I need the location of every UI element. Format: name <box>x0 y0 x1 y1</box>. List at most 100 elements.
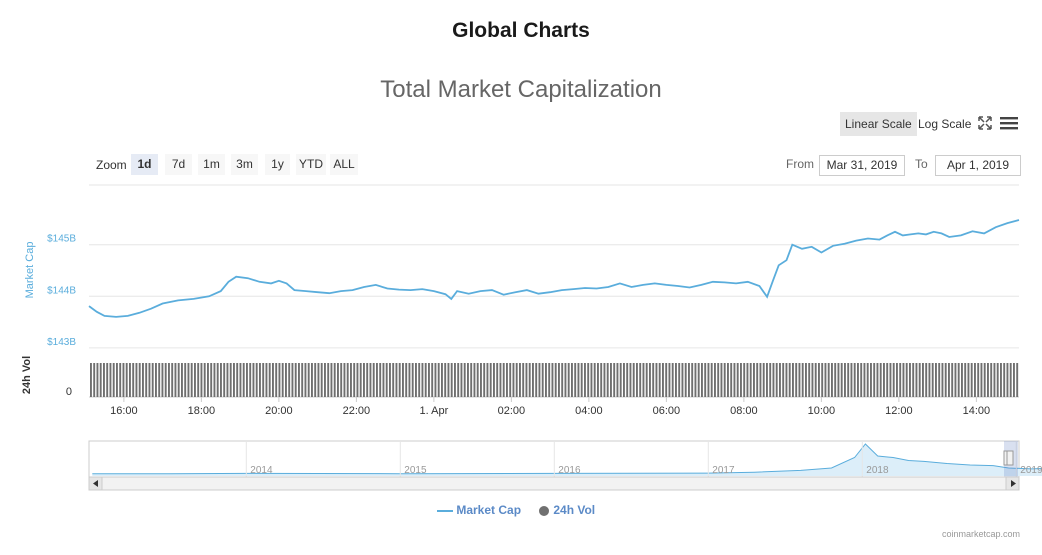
navigator-line <box>92 443 1042 475</box>
zoom-ytd-button[interactable]: YTD <box>296 154 326 175</box>
volume-bar <box>213 363 216 397</box>
volume-bar <box>834 363 837 397</box>
volume-bar <box>437 363 440 397</box>
volume-bar <box>395 363 398 397</box>
page-title: Global Charts <box>452 19 590 42</box>
from-label: From <box>786 157 814 171</box>
volume-bar <box>493 363 495 397</box>
volume-bar <box>954 363 957 397</box>
to-label: To <box>915 157 928 171</box>
navigator[interactable]: 2014 2015 2016 2017 2018 2019 <box>88 440 1042 491</box>
volume-bar <box>818 363 820 397</box>
volume-bar <box>564 363 567 397</box>
volume-bar <box>298 363 300 397</box>
volume-bar <box>483 363 486 397</box>
volume-bar <box>119 363 122 397</box>
volume-bar <box>112 363 115 397</box>
volume-bar <box>194 363 196 397</box>
volume-bar <box>723 363 726 397</box>
volume-bar <box>281 363 284 397</box>
navigator-year-label: 2016 <box>558 465 581 476</box>
volume-bar <box>385 363 388 397</box>
credits[interactable]: coinmarketcap.com <box>941 529 1020 539</box>
volume-bar <box>675 363 677 397</box>
volume-bar <box>363 363 365 397</box>
volume-bar <box>90 363 92 397</box>
volume-bar <box>779 363 781 397</box>
volume-bar <box>844 363 846 397</box>
volume-bar <box>294 363 297 397</box>
linear-scale-button[interactable]: Linear Scale <box>840 112 917 136</box>
volume-bar <box>252 363 255 397</box>
expand-icon[interactable] <box>977 115 993 131</box>
volume-bar <box>528 363 531 397</box>
zoom-1d-button[interactable]: 1d <box>131 154 158 175</box>
navigator-scrollbar-track[interactable] <box>88 476 1020 491</box>
volume-bar <box>548 363 551 397</box>
to-date-input[interactable]: Apr 1, 2019 <box>935 155 1021 176</box>
volume-bar <box>372 363 375 397</box>
zoom-7d-button[interactable]: 7d <box>165 154 192 175</box>
volume-bar <box>272 363 274 397</box>
log-scale-button[interactable]: Log Scale <box>918 117 972 131</box>
volume-bar <box>915 363 918 397</box>
volume-bar <box>129 363 131 397</box>
volume-bar <box>805 363 807 397</box>
y-axis-title: Market Cap <box>24 242 36 299</box>
volume-bar <box>486 363 489 397</box>
y-axis-ticks: $143B $144B $145B <box>47 234 76 348</box>
market-cap-series <box>88 219 1020 318</box>
volume-axis-title: 24h Vol <box>21 356 33 394</box>
volume-bar <box>158 363 161 397</box>
volume-bar <box>171 363 174 397</box>
menu-icon[interactable] <box>1000 115 1018 131</box>
zoom-1m-button[interactable]: 1m <box>198 154 225 175</box>
zoom-1y-button[interactable]: 1y <box>265 154 290 175</box>
volume-bar <box>967 363 970 397</box>
legend-market-cap[interactable]: Market Cap <box>437 503 521 517</box>
volume-bar <box>538 363 541 397</box>
volume-bar <box>330 363 333 397</box>
volume-axis-zero-label: 0 <box>66 386 72 398</box>
volume-bar <box>944 363 947 397</box>
zoom-3m-button[interactable]: 3m <box>231 154 258 175</box>
x-axis-ticks: 16:00 18:00 20:00 22:00 1. Apr 02:00 04:00 06:0… <box>110 397 990 417</box>
volume-bar <box>99 363 102 397</box>
x-tick-label: 12:00 <box>885 405 913 417</box>
x-tick-label: 10:00 <box>808 405 836 417</box>
volume-bar <box>1000 363 1002 397</box>
volume-bar <box>161 363 164 397</box>
volume-bar <box>684 363 687 397</box>
volume-bar <box>980 363 983 397</box>
volume-bar <box>629 363 632 397</box>
volume-bar <box>467 363 469 397</box>
navigator-year-label: 2018 <box>866 465 889 476</box>
volume-bar <box>645 363 648 397</box>
volume-bar <box>733 363 736 397</box>
volume-bar <box>961 363 963 397</box>
legend-24h-vol[interactable]: 24h Vol <box>538 503 595 517</box>
zoom-label: Zoom <box>96 158 127 172</box>
volume-bar <box>886 363 889 397</box>
volume-bar <box>688 363 690 397</box>
volume-bar <box>983 363 986 397</box>
volume-bar <box>210 363 213 397</box>
volume-bar <box>905 363 908 397</box>
zoom-all-button[interactable]: ALL <box>330 154 358 175</box>
volume-bar <box>671 363 674 397</box>
from-date-input[interactable]: Mar 31, 2019 <box>819 155 905 176</box>
volume-bar <box>840 363 843 397</box>
volume-bar <box>132 363 135 397</box>
volume-bar <box>226 363 229 397</box>
volume-bar <box>320 363 323 397</box>
volume-bar <box>821 363 824 397</box>
volume-bar <box>606 363 609 397</box>
volume-bar <box>447 363 450 397</box>
volume-bar <box>366 363 369 397</box>
navigator-handle-right[interactable] <box>1006 450 1014 466</box>
volume-bar <box>1016 363 1019 397</box>
volume-bar <box>597 363 599 397</box>
volume-bar <box>304 363 307 397</box>
y-tick-label: $145B <box>47 234 76 245</box>
volume-bar <box>285 363 287 397</box>
